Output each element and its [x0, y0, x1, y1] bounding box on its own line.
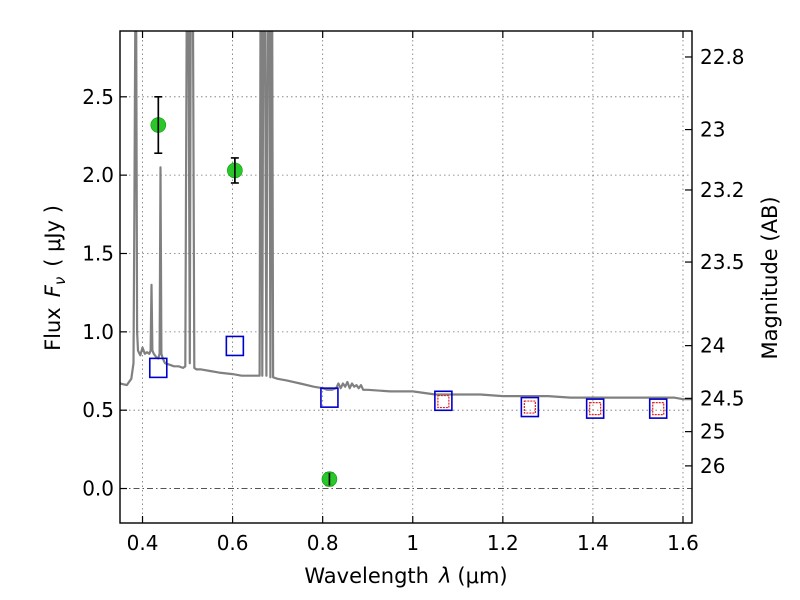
plot-frame	[119, 30, 693, 524]
y2-tick-label: 24.5	[700, 386, 745, 410]
y2-tick-label: 22.8	[700, 45, 745, 69]
model-photometry-small-square	[652, 402, 665, 416]
x-tick-label: 1.2	[487, 531, 519, 555]
y-tick-label: 2.0	[82, 163, 114, 187]
marker-series	[148, 96, 668, 487]
y2-axis: 22.8 23 23.2 23.5 24 24.5 25 26	[685, 45, 745, 478]
model-photometry-square	[225, 335, 245, 357]
spectrum-series	[120, 31, 692, 401]
model-photometry-square	[434, 390, 453, 412]
grid	[120, 31, 692, 523]
x-tick-label: 0.4	[127, 531, 159, 555]
x-tick-label: 1.4	[577, 531, 609, 555]
x-tick-label: 0.8	[307, 531, 339, 555]
model-photometry-square	[585, 398, 605, 419]
model-photometry-square	[648, 398, 668, 419]
model-photometry-small-square	[437, 394, 450, 409]
plot-area	[120, 31, 692, 487]
y2-tick-label: 25	[700, 420, 725, 444]
y-tick-label: 1.0	[82, 320, 114, 344]
y2-tick-label: 23	[700, 118, 725, 142]
y-axis-title: FluxFν( μJy )	[41, 205, 69, 351]
y-tick-label: 0.0	[82, 477, 114, 501]
y2-tick-label: 24	[700, 334, 725, 358]
y-tick-label: 2.5	[82, 85, 114, 109]
spectrum-line	[120, 31, 692, 401]
x-tick-label: 0.6	[217, 531, 249, 555]
y-tick-label: 1.5	[82, 241, 114, 265]
y2-tick-label: 23.5	[700, 250, 745, 274]
y2-tick-label: 26	[700, 454, 725, 478]
model-photometry-square	[148, 357, 168, 379]
model-photometry-small-square	[523, 400, 536, 414]
x-tick-label: 1.6	[667, 531, 699, 555]
model-photometry-small-square	[589, 402, 602, 416]
model-photometry-square	[320, 387, 339, 408]
y2-axis-title: Magnitude (AB)	[758, 196, 782, 359]
x-axis: 0.4 0.6 0.8 1 1.2 1.4 1.6	[127, 31, 699, 555]
y-axis: 0.0 0.5 1.0 1.5 2.0 2.5	[82, 85, 127, 501]
y2-tick-label: 23.2	[700, 178, 745, 202]
model-photometry-square	[520, 396, 540, 418]
x-axis-title: Wavelength λ (μm)	[304, 564, 507, 588]
x-tick-label: 1	[406, 531, 419, 555]
y-tick-label: 0.5	[82, 398, 114, 422]
